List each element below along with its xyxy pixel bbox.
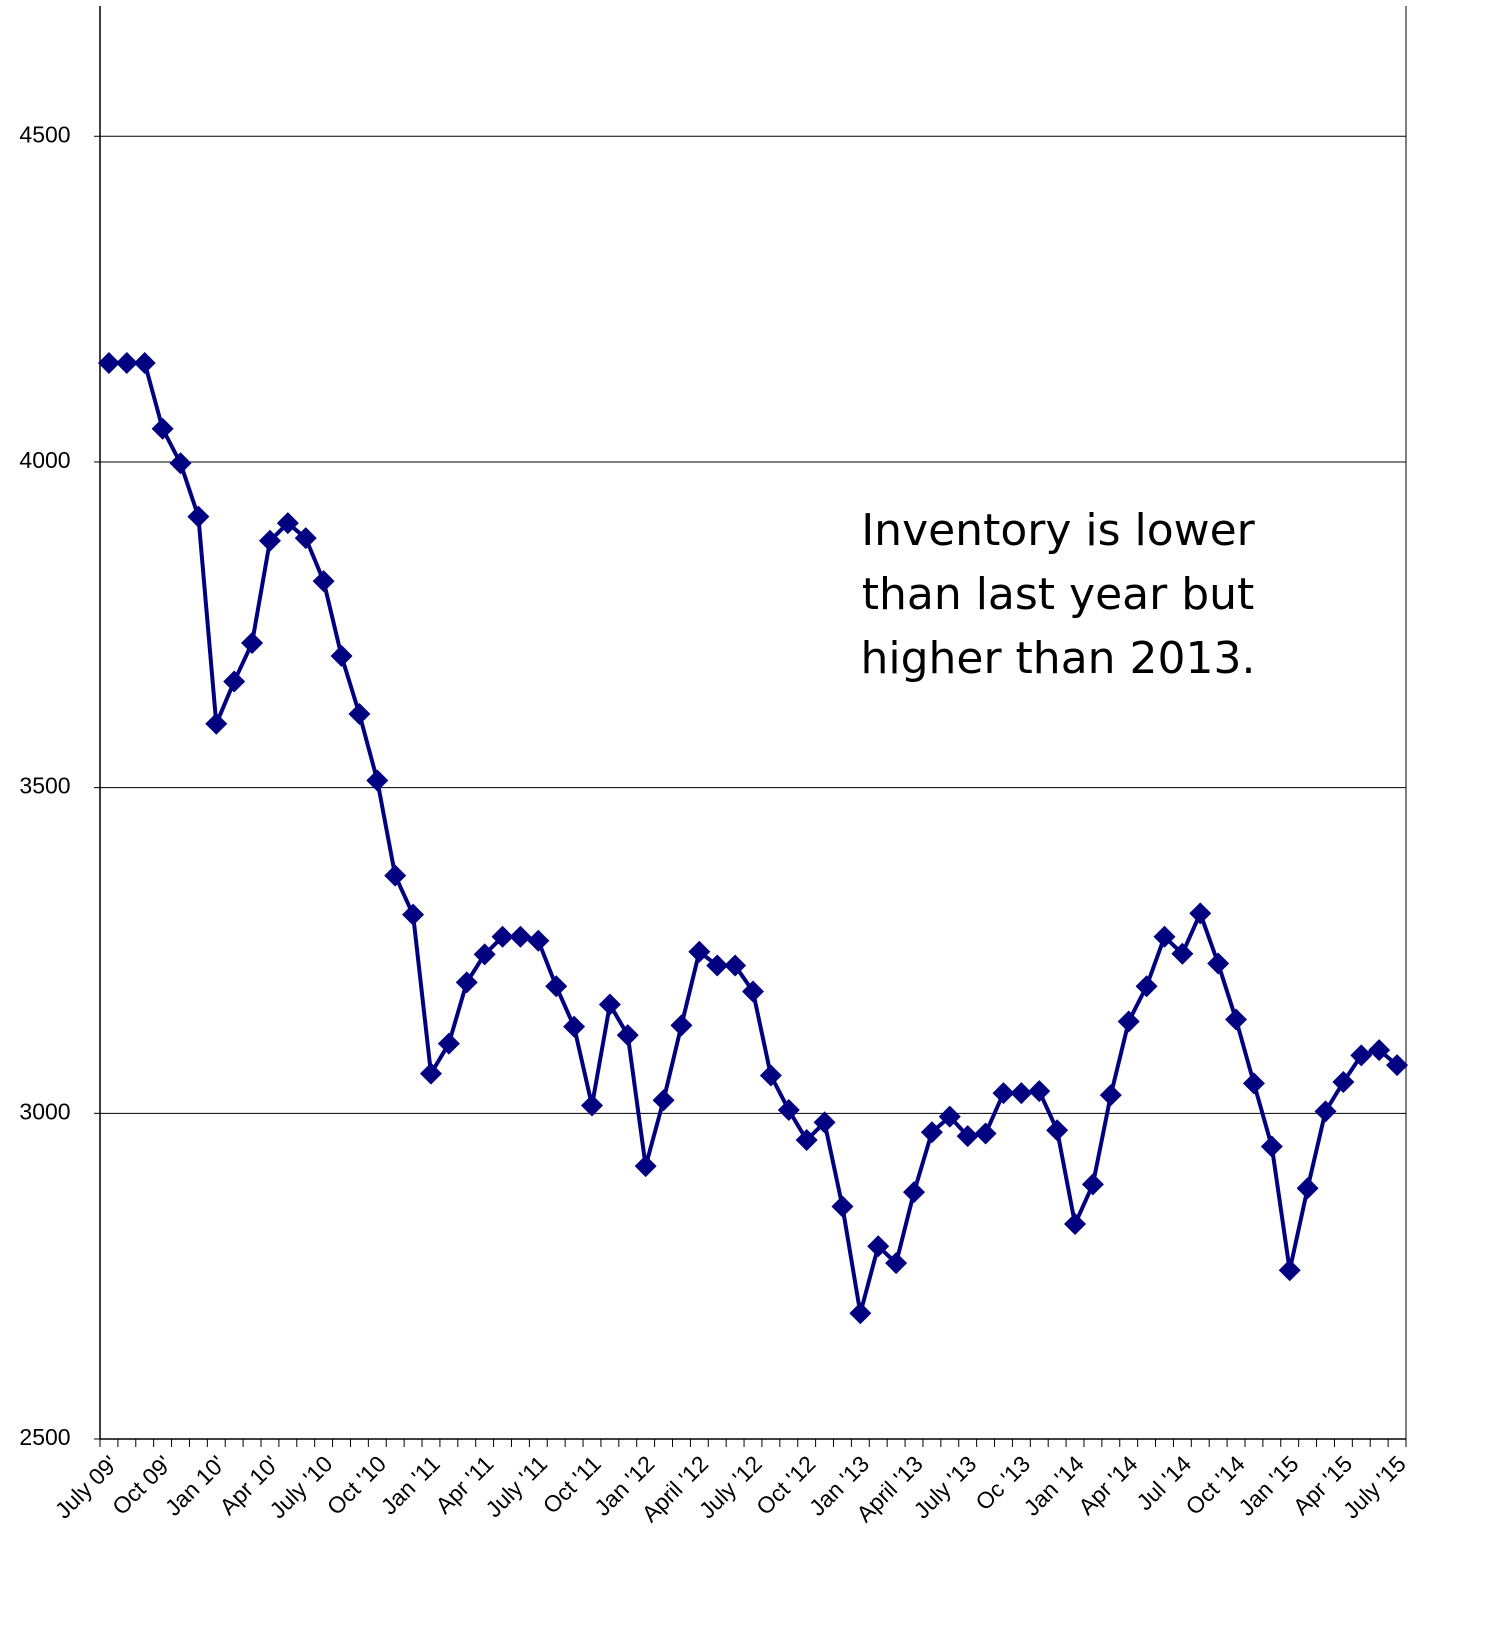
- data-marker: [1296, 1177, 1319, 1200]
- x-tick-label: Oct '10: [322, 1450, 391, 1519]
- data-marker: [97, 351, 120, 374]
- annotation: Inventory is lower than last year but hi…: [860, 505, 1255, 684]
- y-tick-label: 4000: [19, 447, 70, 473]
- data-marker: [1350, 1044, 1373, 1067]
- data-marker: [348, 703, 371, 726]
- data-marker: [455, 971, 478, 994]
- x-tick-label: Jan 10': [160, 1450, 230, 1520]
- data-marker: [169, 452, 192, 475]
- data-marker: [688, 940, 711, 963]
- data-marker: [903, 1181, 926, 1204]
- data-marker: [223, 670, 246, 693]
- x-tick-label: July '11: [480, 1450, 552, 1522]
- data-marker: [813, 1111, 836, 1134]
- data-marker: [509, 925, 532, 948]
- data-marker: [384, 864, 407, 887]
- data-marker: [724, 954, 747, 977]
- data-marker: [1135, 975, 1158, 998]
- data-marker: [795, 1129, 818, 1152]
- data-marker: [1099, 1084, 1122, 1107]
- data-marker: [258, 529, 281, 552]
- x-tick-label: July 09': [50, 1450, 123, 1523]
- data-marker: [276, 512, 299, 535]
- data-marker: [956, 1125, 979, 1148]
- data-marker: [1153, 925, 1176, 948]
- x-tick-label: Jan '15: [1233, 1450, 1303, 1520]
- data-marker: [992, 1082, 1015, 1105]
- data-marker: [366, 769, 389, 792]
- data-marker: [1010, 1082, 1033, 1105]
- data-marker: [670, 1014, 693, 1037]
- data-marker: [759, 1064, 782, 1087]
- data-marker: [563, 1015, 586, 1038]
- y-tick-label: 3000: [19, 1098, 70, 1124]
- data-marker: [598, 993, 621, 1016]
- data-marker: [294, 527, 317, 550]
- y-tick-label: 4500: [19, 121, 70, 147]
- data-marker: [706, 954, 729, 977]
- data-marker: [1189, 902, 1212, 925]
- data-marker: [473, 943, 496, 966]
- data-marker: [777, 1099, 800, 1122]
- x-tick-label: Apr '14: [1073, 1450, 1143, 1520]
- data-marker: [437, 1032, 460, 1055]
- data-marker: [545, 975, 568, 998]
- data-marker: [831, 1195, 854, 1218]
- data-marker: [1117, 1010, 1140, 1033]
- data-marker: [1046, 1119, 1069, 1142]
- data-marker: [616, 1024, 639, 1047]
- annotation-line: Inventory is lower: [861, 505, 1255, 556]
- data-marker: [867, 1235, 890, 1258]
- annotation-line: higher than 2013.: [860, 633, 1255, 684]
- annotation-line: than last year but: [862, 569, 1255, 620]
- data-marker: [1260, 1135, 1283, 1158]
- data-marker: [974, 1122, 997, 1145]
- data-marker: [1028, 1080, 1051, 1103]
- data-marker: [1242, 1072, 1265, 1095]
- data-marker: [1332, 1071, 1355, 1094]
- data-marker: [330, 645, 353, 668]
- data-marker: [1064, 1213, 1087, 1236]
- data-marker: [187, 505, 210, 528]
- data-marker: [312, 570, 335, 593]
- data-marker: [849, 1302, 872, 1325]
- data-marker: [115, 351, 138, 374]
- data-marker: [491, 925, 514, 948]
- data-marker: [1368, 1039, 1391, 1062]
- data-marker: [1207, 952, 1230, 975]
- data-marker: [133, 351, 156, 374]
- y-tick-label: 2500: [19, 1424, 70, 1450]
- x-tick-label: Jan '11: [376, 1450, 445, 1519]
- data-marker: [402, 903, 425, 926]
- data-marker: [920, 1121, 943, 1144]
- x-tick-label: Jan '14: [1019, 1450, 1089, 1520]
- data-marker: [634, 1155, 657, 1178]
- data-marker: [1225, 1008, 1248, 1031]
- data-marker: [885, 1252, 908, 1275]
- data-marker: [1081, 1173, 1104, 1196]
- data-marker: [1278, 1259, 1301, 1282]
- data-marker: [580, 1094, 603, 1117]
- data-marker: [742, 980, 764, 1003]
- y-tick-label: 3500: [19, 773, 70, 799]
- data-marker: [938, 1105, 961, 1128]
- data-marker: [527, 929, 550, 952]
- data-marker: [205, 712, 228, 735]
- data-marker: [1171, 942, 1194, 965]
- data-marker: [419, 1062, 442, 1085]
- data-marker: [1314, 1100, 1337, 1123]
- data-marker: [151, 417, 174, 440]
- data-marker: [241, 632, 264, 655]
- data-marker: [1386, 1054, 1409, 1077]
- data-marker: [652, 1089, 675, 1112]
